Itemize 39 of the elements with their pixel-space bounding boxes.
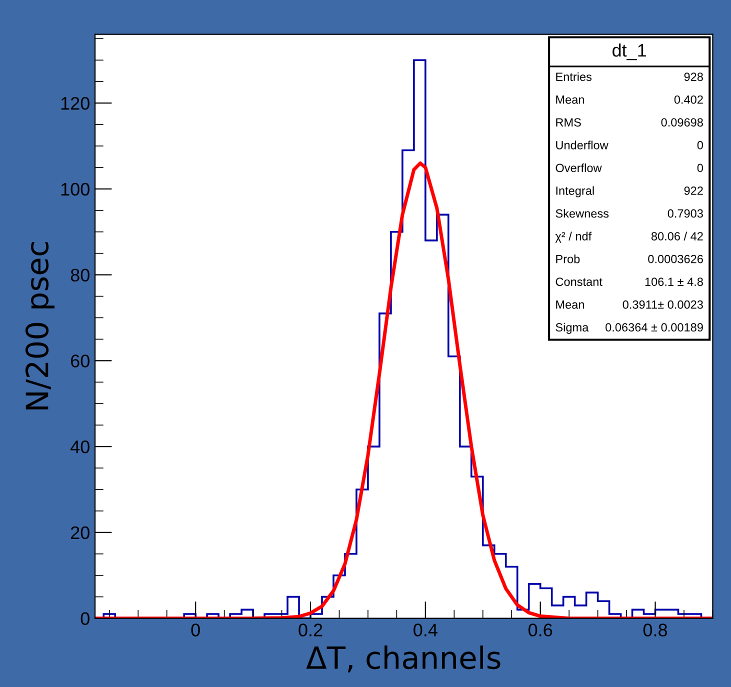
- annotation: Mean: [556, 300, 584, 309]
- x-tick-label: 0.4: [414, 624, 438, 636]
- annotation: RMS: [556, 118, 581, 127]
- annotation: 0.06364 ± 0.00189: [606, 323, 703, 332]
- annotation: Integral: [556, 186, 594, 198]
- annotation: Prob: [556, 254, 580, 264]
- annotation: 106.1 ± 4.8: [645, 278, 703, 286]
- annotation: 928: [684, 72, 703, 82]
- annotation: Constant: [556, 278, 602, 286]
- annotation: Entries: [556, 72, 592, 82]
- annotation: Sigma: [556, 322, 589, 334]
- annotation: 80.06 / 42: [651, 232, 703, 240]
- annotation: 0.7903: [668, 209, 703, 218]
- x-tick-label: 0.8: [643, 624, 668, 636]
- annotation: Overflow: [556, 163, 602, 172]
- y-tick-label: 40: [70, 440, 90, 454]
- annotation: Skewness: [556, 208, 609, 218]
- y-axis-title: N/200 psec: [25, 242, 54, 410]
- annotation: 0: [697, 140, 703, 150]
- annotation: 0.402: [674, 95, 703, 104]
- annotation: 0.0003626: [648, 254, 703, 264]
- y-tick-label: 100: [61, 182, 90, 196]
- annotation: χ² / ndf: [555, 232, 592, 243]
- y-tick-label: 0: [80, 612, 90, 626]
- x-tick-label: 0: [191, 624, 200, 636]
- annotation: 0.09698: [661, 118, 703, 127]
- annotation: 922: [684, 186, 703, 195]
- x-tick-label: 0.2: [298, 624, 322, 636]
- annotation: 0.3911± 0.0023: [622, 300, 703, 309]
- y-tick-label: 20: [70, 526, 90, 540]
- annotation: 0: [697, 164, 703, 172]
- x-tick-label: 0.6: [528, 624, 552, 636]
- y-tick-label: 120: [61, 96, 90, 110]
- annotation: Underflow: [556, 140, 608, 150]
- annotation: Mean: [556, 96, 584, 104]
- y-tick-label: 60: [71, 354, 90, 368]
- annotation: dt_1: [612, 43, 646, 60]
- x-axis-title: ΔT, channels: [306, 646, 500, 672]
- y-tick-label: 80: [70, 268, 90, 282]
